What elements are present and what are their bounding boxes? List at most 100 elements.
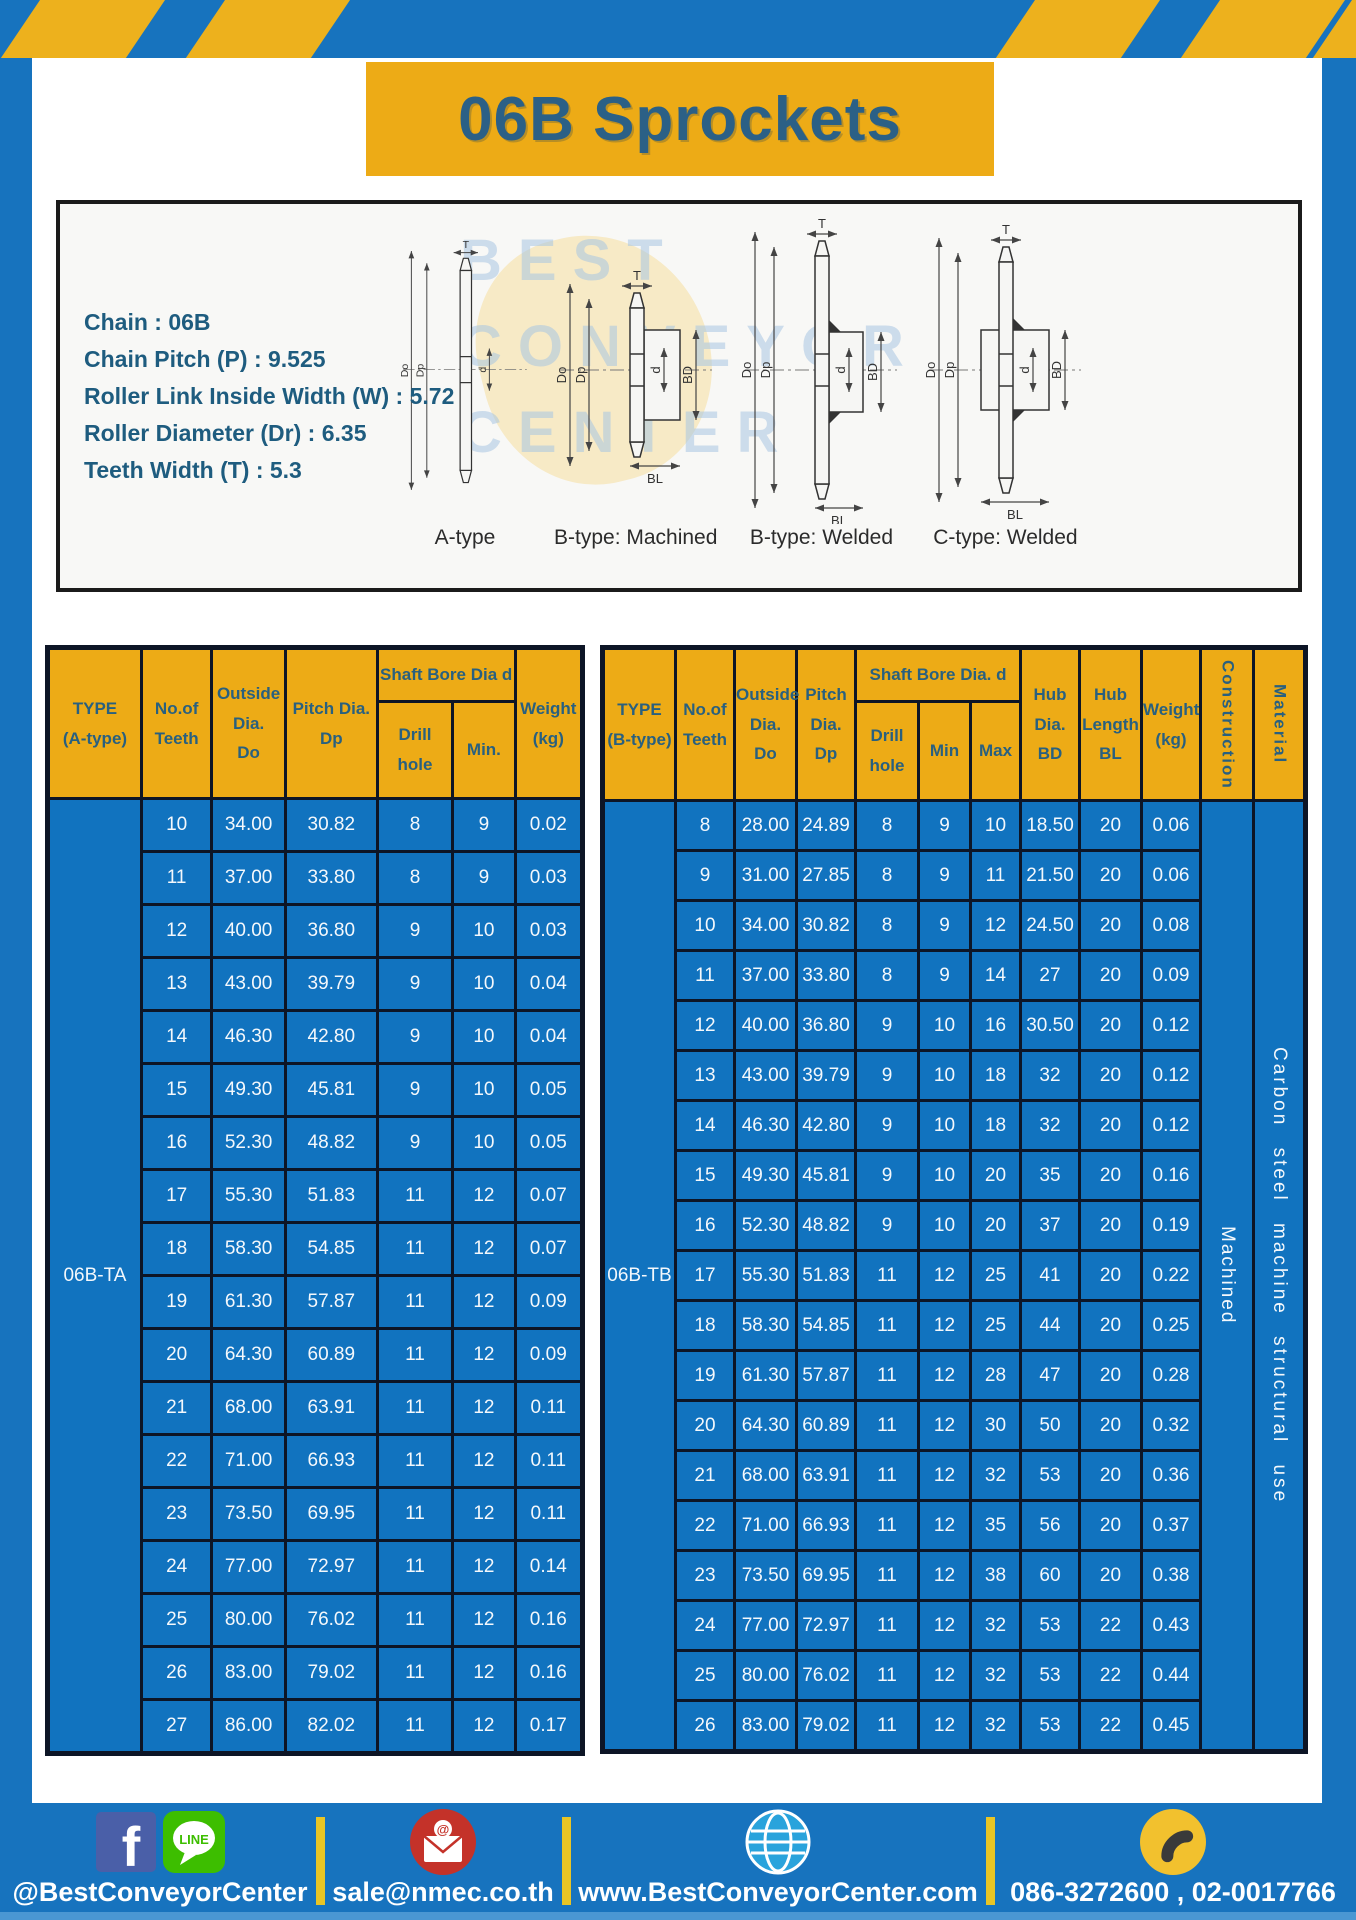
column-header: TYPE (B-type) — [601, 646, 677, 802]
table-cell: 20 — [969, 1149, 1022, 1202]
table-cell: 60 — [1019, 1549, 1081, 1602]
table-cell: 9 — [854, 1149, 920, 1202]
table-cell: 9 — [674, 849, 736, 902]
table-cell: 20 — [1078, 1299, 1143, 1352]
table-cell: 11 — [375, 1645, 455, 1701]
column-subheader: Drill hole — [854, 700, 920, 802]
table-cell: 0.09 — [513, 1274, 585, 1330]
table-cell: 45.81 — [283, 1062, 379, 1118]
table-cell: 73.50 — [210, 1486, 287, 1542]
column-header: Hub Length BL — [1078, 646, 1143, 802]
table-cell: 10 — [917, 999, 972, 1052]
sprocket-diagrams: T Do Dp d A-type T Do Dp d BD BL B-type: Machined T D… — [400, 212, 1085, 550]
footer-bottom-stripe — [0, 1912, 1356, 1920]
spec-line-roller-width: Roller Link Inside Width (W) : 5.72 — [84, 383, 455, 409]
table-cell: 27.85 — [795, 849, 857, 902]
table-cell: 71.00 — [733, 1499, 798, 1552]
table-cell: 66.93 — [283, 1433, 379, 1489]
table-cell: 0.11 — [513, 1380, 585, 1436]
table-row: 19 61.30 57.87 11 12 0.09 — [48, 1274, 585, 1330]
table-cell: 34.00 — [733, 899, 798, 952]
table-cell: 0.07 — [513, 1168, 585, 1224]
footer-divider — [986, 1817, 995, 1905]
sprocket-diagram: T Do Dp d BD BL B-type: Welded — [741, 212, 901, 550]
table-cell: 76.02 — [283, 1592, 379, 1648]
table-cell: 20 — [1078, 1149, 1143, 1202]
table-cell: 10 — [139, 797, 214, 853]
svg-text:T: T — [463, 239, 470, 251]
table-cell: 21 — [139, 1380, 214, 1436]
table-cell: 27 — [139, 1698, 214, 1755]
table-cell: 15 — [674, 1149, 736, 1202]
table-cell: 26 — [139, 1645, 214, 1701]
table-cell: 0.06 — [1140, 849, 1202, 902]
table-row: 15 49.30 45.81 9 10 20 35 20 0.16 — [603, 1149, 1306, 1202]
table-cell: 31.00 — [733, 849, 798, 902]
table-cell: 11 — [375, 1274, 455, 1330]
table-cell: 8 — [375, 797, 455, 853]
table-cell: 58.30 — [210, 1221, 287, 1277]
table-row: 27 86.00 82.02 11 12 0.17 — [48, 1698, 585, 1755]
table-cell: 55.30 — [210, 1168, 287, 1224]
table-cell: 19 — [139, 1274, 214, 1330]
svg-text:@: @ — [437, 1822, 450, 1837]
table-cell: 20 — [1078, 999, 1143, 1052]
table-cell: 20 — [1078, 1349, 1143, 1402]
svg-text:T: T — [633, 268, 641, 283]
table-cell: 20 — [139, 1327, 214, 1383]
svg-text:Dp: Dp — [415, 364, 427, 378]
table-row: 25 80.00 76.02 11 12 0.16 — [48, 1592, 585, 1648]
table-cell: 0.25 — [1140, 1299, 1202, 1352]
footer-email-address: sale@nmec.co.th — [332, 1877, 554, 1907]
svg-text:Dp: Dp — [573, 367, 588, 384]
table-cell: 14 — [969, 949, 1022, 1002]
table-cell: 0.22 — [1140, 1249, 1202, 1302]
svg-text:d: d — [1017, 366, 1032, 373]
table-cell: 20 — [969, 1199, 1022, 1252]
table-cell: 60.89 — [795, 1399, 857, 1452]
drawing-panel: BEST CONVEYOR CENTER Chain : 06B Chain P… — [56, 200, 1302, 592]
column-header: Outside Dia. Do — [733, 646, 799, 802]
svg-text:Do: Do — [400, 364, 411, 378]
table-cell: 0.12 — [1140, 999, 1202, 1052]
table-cell: 12 — [917, 1649, 972, 1702]
footer-social: f LINE @BestConveyorCenter — [0, 1809, 320, 1909]
table-cell: 61.30 — [733, 1349, 798, 1402]
table-cell: 68.00 — [210, 1380, 287, 1436]
table-cell: 20 — [1078, 799, 1143, 852]
table-row: 20 64.30 60.89 11 12 30 50 20 0.32 — [603, 1399, 1306, 1452]
table-cell: 11 — [854, 1649, 920, 1702]
table-cell: 0.03 — [513, 850, 585, 906]
table-cell: 37.00 — [733, 949, 798, 1002]
table-cell: 9 — [375, 1062, 455, 1118]
table-cell: 30.50 — [1019, 999, 1081, 1052]
table-cell: 18 — [969, 1049, 1022, 1102]
table-cell: 58.30 — [733, 1299, 798, 1352]
column-header: Shaft Bore Dia. d — [854, 646, 1022, 703]
table-cell: 9 — [451, 850, 517, 906]
table-cell: 46.30 — [733, 1099, 798, 1152]
table-cell: 9 — [917, 799, 972, 852]
table-cell: 9 — [451, 797, 517, 853]
table-cell: 12 — [451, 1327, 517, 1383]
table-cell: 0.02 — [513, 797, 585, 853]
svg-text:LINE: LINE — [179, 1832, 209, 1847]
column-header: Pitch Dia. Dp — [283, 646, 379, 800]
table-cell: 32 — [1019, 1049, 1081, 1102]
table-cell: 22 — [1078, 1649, 1143, 1702]
svg-text:BL: BL — [831, 513, 847, 524]
table-cell: 16 — [139, 1115, 214, 1171]
table-cell: 79.02 — [283, 1645, 379, 1701]
table-cell: 18 — [674, 1299, 736, 1352]
table-cell: 16 — [969, 999, 1022, 1052]
table-cell: 12 — [917, 1549, 972, 1602]
table-cell: 11 — [375, 1327, 455, 1383]
table-cell: 30 — [969, 1399, 1022, 1452]
table-cell: 79.02 — [795, 1699, 857, 1753]
table-cell: 12 — [917, 1399, 972, 1452]
table-cell: 48.82 — [283, 1115, 379, 1171]
table-cell: 20 — [1078, 1549, 1143, 1602]
svg-text:d: d — [833, 366, 848, 373]
footer-email: @ sale@nmec.co.th — [320, 1808, 566, 1909]
table-cell: 36.80 — [283, 903, 379, 959]
